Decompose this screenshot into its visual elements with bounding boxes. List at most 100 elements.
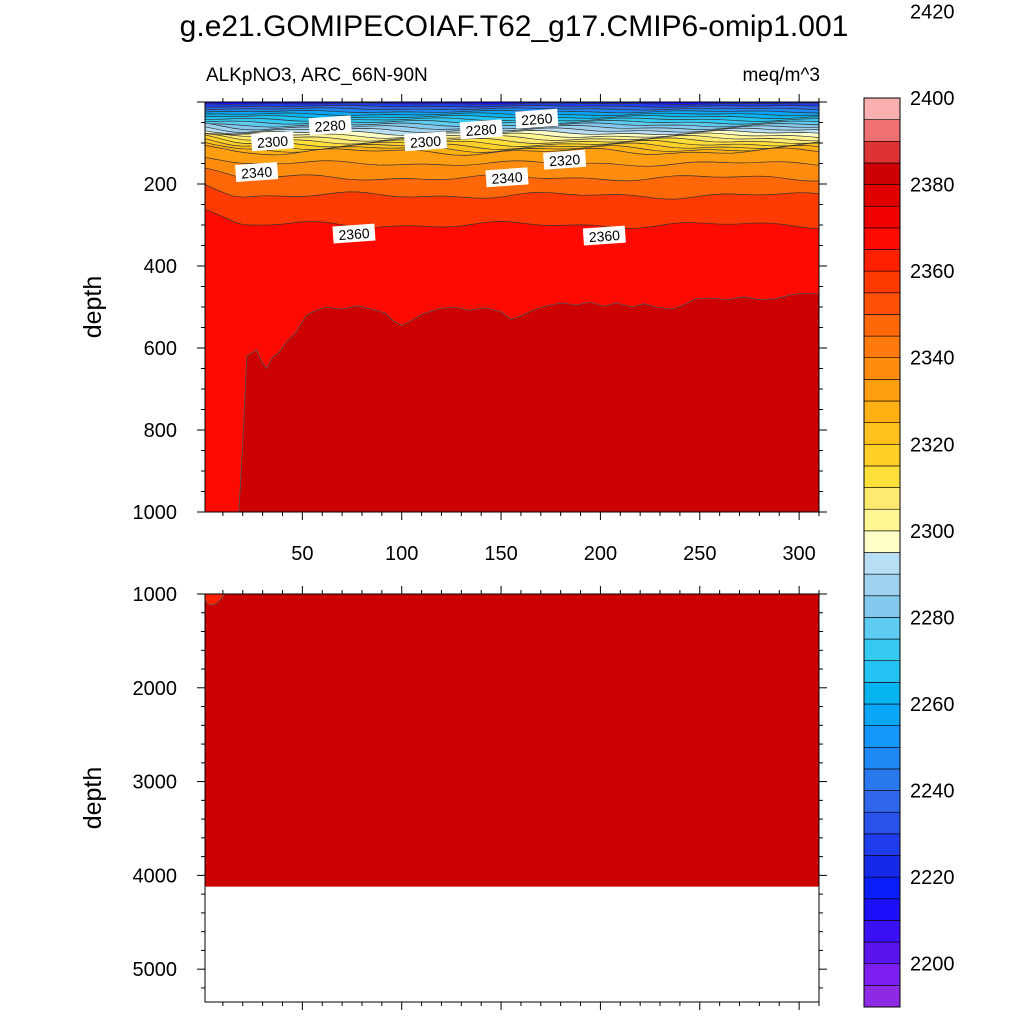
region-2380-deep [205,594,819,887]
colorbar-swatch [863,617,901,640]
upper-y-tick-label: 800 [144,420,177,442]
contour-line [205,126,819,133]
colorbar-swatch [863,443,901,467]
colorbar-swatch [863,746,901,770]
colorbar-tick-label: 2380 [910,175,955,197]
contour-line [205,112,819,117]
colorbar-swatch [863,400,901,423]
colorbar-swatch [863,249,901,272]
colorbar-swatch [863,335,901,359]
upper-y-tick-label: 600 [144,338,177,360]
contour-line [205,122,819,128]
colorbar-swatch [863,985,901,1008]
units-label: meq/m^3 [742,65,820,86]
colorbar-swatch [863,963,901,986]
colorbar-swatch [863,855,901,878]
contour-line [205,102,819,105]
contour-line [205,138,819,150]
contour-label-1: 2300 [250,131,295,152]
contour-line [205,117,819,122]
upper-x-tick-label: 250 [683,543,716,565]
colorbar-tick-label: 2240 [910,781,955,803]
contour-label-0: 2280 [308,115,352,136]
colorbar-swatch [863,227,901,250]
upper-x-tick-label: 300 [782,543,815,565]
contour-line [205,115,819,119]
colorbar-swatch [863,270,901,294]
colorbar-frame [863,97,901,1008]
lower-panel: 1000 2000 3000 4000 5000 [133,584,827,1010]
colorbar-tick-label: 2400 [910,88,955,110]
upper-plot-area: 2280 2300 2300 2280 2260 2320 2340 2340 2360 2360 [205,102,819,512]
colorbar-tick-label: 2300 [910,521,955,543]
upper-y-tick-label: 200 [144,174,177,196]
colorbar-swatch [863,422,901,445]
colorbar-swatch [863,682,901,705]
lower-y-tick-label: 4000 [133,865,178,887]
colorbar: 2200 2220 2240 2260 2280 2300 2320 2340 2360 2380… [863,1,955,1008]
contour-line [205,133,819,145]
contour-label-text: 2300 [256,133,288,151]
colorbar-tick-label: 2260 [910,694,955,716]
contour-label-text: 2340 [491,169,523,187]
contour-line [205,105,819,108]
colorbar-swatch [863,725,901,748]
colorbar-tick-label: 2340 [910,348,955,370]
colorbar-swatch [863,357,901,380]
lower-y-tick-label: 5000 [133,959,178,981]
contour-label-text: 2340 [241,163,273,181]
colorbar-tick-label: 2220 [910,867,955,889]
contour-label-8: 2360 [332,223,376,244]
contour-label-3: 2280 [459,119,503,140]
colorbar-swatch [863,465,901,488]
upper-y-tick-label: 400 [144,256,177,278]
colorbar-swatch [863,184,901,207]
upper-x-tick-label: 200 [584,543,617,565]
contour-label-4: 2260 [515,108,559,129]
contour-label-text: 2360 [588,227,620,245]
colorbar-tick-label: 2360 [910,261,955,283]
contour-line [205,183,819,200]
contour-line [205,107,819,111]
upper-x-tick-label: 100 [385,543,418,565]
contour-line [205,132,819,139]
colorbar-swatch [863,790,901,813]
colorbar-swatch [863,205,901,229]
colorbar-swatch [863,811,901,835]
colorbar-tick-label: 2320 [910,434,955,456]
colorbar-tick-label: 2280 [910,607,955,629]
contour-line [205,133,819,142]
variable-region-label: ALKpNO3, ARC_66N-90N [206,65,428,86]
contour-line [205,145,819,156]
colorbar-tick-label: 2200 [910,954,955,976]
colorbar-swatch [863,487,901,510]
lower-y-tick-label: 1000 [133,584,178,606]
contour-line [205,122,819,131]
lower-y-tick-label: 3000 [133,772,178,794]
colorbar-swatch [863,508,901,532]
colorbar-swatch [863,552,901,575]
colorbar-swatch [863,140,901,164]
colorbar-swatch [863,898,901,921]
chart-title: g.e21.GOMIPECOIAF.T62_g17.CMIP6-omip1.00… [180,10,849,43]
upper-x-tick-label: 50 [291,543,313,565]
contour-line [205,110,819,114]
contour-line [205,120,819,125]
colorbar-swatch [863,660,901,683]
contour-line-2380 [238,292,819,512]
contour-label-text: 2320 [549,151,581,169]
contour-line [205,130,819,136]
colorbar-swatch [863,314,901,337]
upper-depth-label: depth [79,276,107,339]
upper-y-tick-label: 1000 [133,502,178,524]
colorbar-swatch [863,119,901,142]
contour-label-2: 2300 [403,131,448,152]
lower-frame [204,593,820,1003]
colorbar-swatch [863,573,901,597]
colorbar-swatch [863,379,901,402]
colorbar-swatch [863,595,901,618]
colorbar-swatch [863,638,901,662]
contour-line [205,208,819,229]
contour-label-text: 2280 [465,121,497,139]
contour-label-text: 2300 [409,133,441,151]
